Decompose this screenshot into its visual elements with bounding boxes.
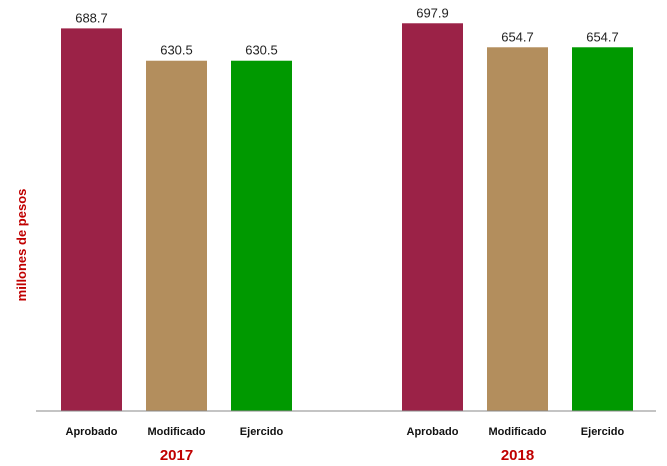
- category-labels: Aprobado Modificado Ejercido Aprobado Modifi…: [66, 426, 625, 438]
- bar-2018-ejercido: [572, 47, 633, 412]
- category-label-2018-aprobado: Aprobado: [407, 426, 459, 438]
- value-label-2017-ejercido: 630.5: [245, 43, 278, 58]
- category-label-2017-modificado: Modificado: [147, 426, 205, 438]
- bar-2018-aprobado: [402, 23, 463, 412]
- y-axis-label: millones de pesos: [14, 189, 29, 302]
- group-labels: 2017 2018: [160, 447, 534, 464]
- group-label-2017: 2017: [160, 447, 193, 464]
- value-label-2018-aprobado: 697.9: [416, 5, 449, 20]
- bars: [61, 23, 633, 412]
- value-label-2018-ejercido: 654.7: [586, 29, 619, 44]
- value-label-2017-modificado: 630.5: [160, 43, 193, 58]
- category-label-2017-aprobado: Aprobado: [66, 426, 118, 438]
- value-labels: 688.7 630.5 630.5 697.9 654.7 654.7: [75, 5, 619, 57]
- bar-2017-aprobado: [61, 28, 122, 412]
- group-label-2018: 2018: [501, 447, 534, 464]
- value-label-2018-modificado: 654.7: [501, 29, 534, 44]
- value-label-2017-aprobado: 688.7: [75, 10, 108, 25]
- bar-2017-ejercido: [231, 60, 292, 411]
- category-label-2018-ejercido: Ejercido: [581, 426, 625, 438]
- category-label-2017-ejercido: Ejercido: [240, 426, 284, 438]
- bar-2018-modificado: [487, 47, 548, 412]
- bar-2017-modificado: [146, 60, 207, 411]
- category-label-2018-modificado: Modificado: [488, 426, 546, 438]
